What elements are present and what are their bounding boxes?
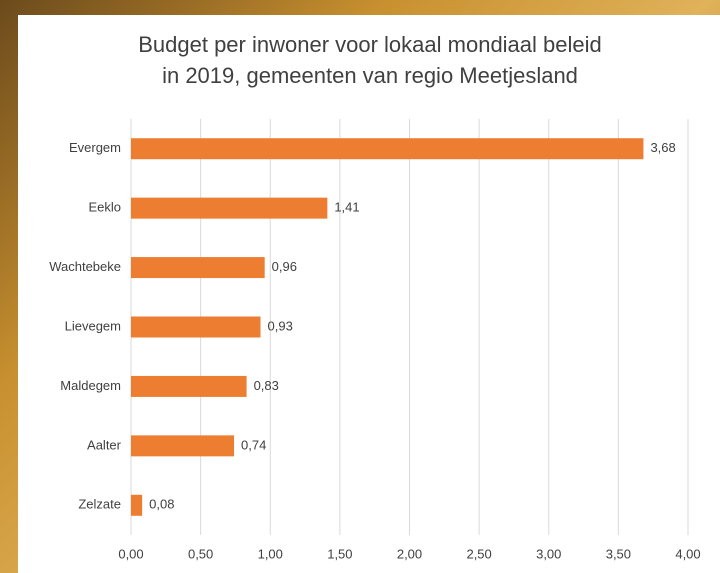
data-label: 0,08 (149, 497, 174, 512)
bar (131, 138, 644, 160)
y-tick-label: Lievegem (65, 318, 121, 333)
bar (131, 375, 247, 397)
bar (131, 316, 261, 338)
x-tick-label: 1,50 (327, 546, 352, 561)
bar (131, 435, 235, 457)
y-tick-label: Zelzate (78, 497, 121, 512)
data-label: 0,74 (241, 437, 266, 452)
data-label: 0,93 (268, 318, 293, 333)
x-tick-label: 3,00 (536, 546, 561, 561)
x-tick-label: 2,50 (466, 546, 491, 561)
chart-panel (18, 15, 720, 573)
y-tick-label: Eeklo (88, 200, 121, 215)
bar (131, 197, 328, 219)
y-tick-label: Wachtebeke (49, 259, 121, 274)
bar (131, 257, 265, 279)
x-tick-label: 3,50 (606, 546, 631, 561)
y-tick-label: Maldegem (60, 378, 121, 393)
y-tick-label: Aalter (87, 437, 122, 452)
bar (131, 494, 143, 516)
chart-title: in 2019, gemeenten van regio Meetjesland (162, 63, 578, 88)
x-tick-label: 4,00 (675, 546, 700, 561)
x-tick-label: 1,00 (258, 546, 283, 561)
x-tick-label: 0,50 (188, 546, 213, 561)
data-label: 0,96 (272, 259, 297, 274)
data-label: 1,41 (334, 200, 359, 215)
y-tick-label: Evergem (69, 140, 121, 155)
x-tick-label: 2,00 (397, 546, 422, 561)
data-label: 3,68 (650, 140, 675, 155)
x-tick-label: 0,00 (118, 546, 143, 561)
chart-title: Budget per inwoner voor lokaal mondiaal … (138, 32, 602, 57)
data-label: 0,83 (254, 378, 279, 393)
